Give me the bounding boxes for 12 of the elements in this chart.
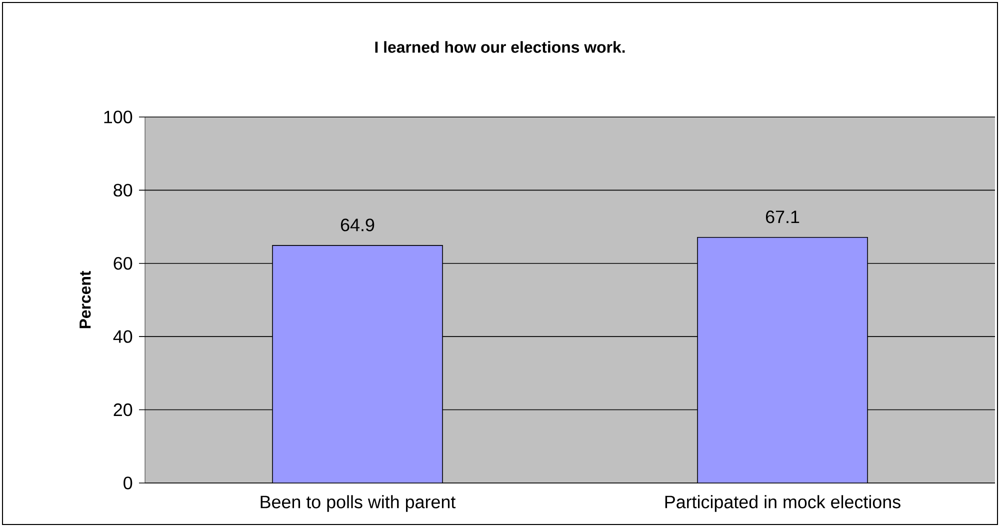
y-tick-label: 40 — [113, 330, 132, 343]
y-tick-label: 60 — [114, 257, 132, 270]
y-tick-label: 20 — [114, 403, 132, 416]
x-tick-label: Participated in mock elections — [665, 495, 900, 512]
data-label: 64.9 — [340, 218, 374, 232]
data-label: 67.1 — [766, 210, 800, 224]
x-tick-label: Been to polls with parent — [260, 495, 456, 512]
y-tick-label: 0 — [124, 476, 132, 490]
y-axis-title: Percent — [80, 270, 91, 328]
y-tick-label: 100 — [104, 110, 132, 124]
chart-title: I learned how our elections work. — [375, 41, 625, 53]
y-tick-label: 80 — [114, 184, 132, 197]
